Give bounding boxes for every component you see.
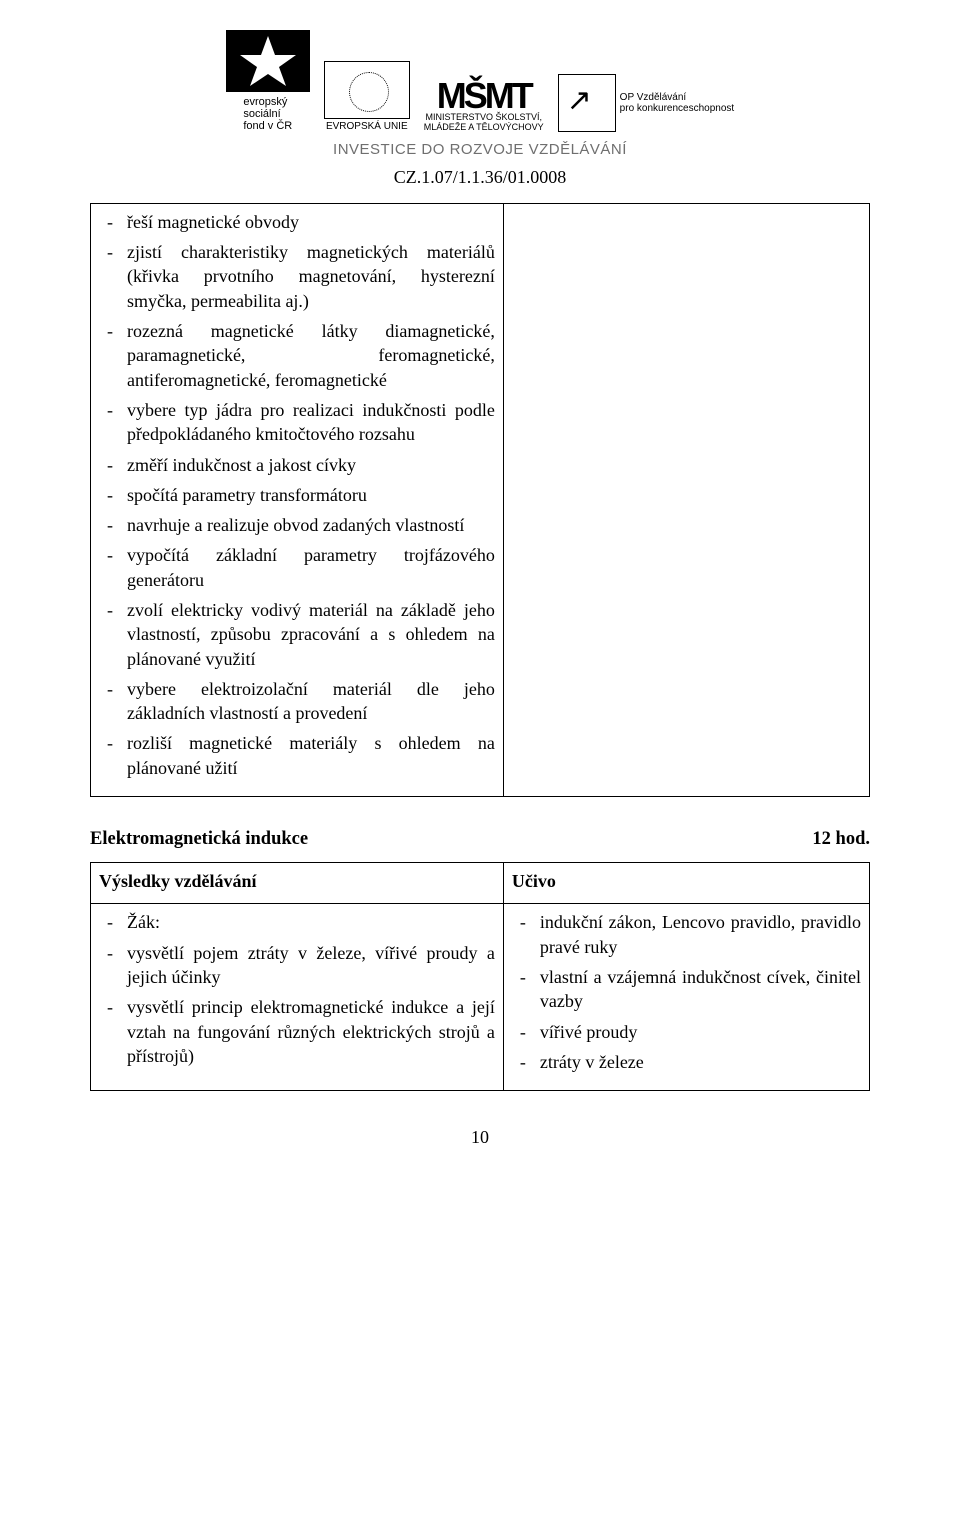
table-cell-left: Žák: vysvětlí pojem ztráty v železe, víři… [91, 904, 504, 1091]
outcomes-list-2: Žák: vysvětlí pojem ztráty v železe, víři… [99, 910, 495, 1068]
header-logos-row: * evropský sociální fond v ČR EVROPSKÁ U… [90, 30, 870, 132]
outcomes-list: řeší magnetické obvody zjistí charakteris… [99, 210, 495, 780]
esf-line3: fond v ČR [243, 120, 292, 132]
op-line1: OP Vzdělávání [620, 92, 687, 103]
svg-text:*: * [284, 42, 291, 59]
msmt-logo: MŠMT MINISTERSTVO ŠKOLSTVÍ, MLÁDEŽE A TĚ… [424, 81, 544, 132]
eu-flag-icon [324, 61, 410, 119]
section-heading-row: Elektromagnetická indukce 12 hod. [90, 827, 870, 852]
list-item: změří indukčnost a jakost cívky [99, 453, 495, 477]
document-page: * evropský sociální fond v ČR EVROPSKÁ U… [0, 0, 960, 1189]
list-item: ztráty v železe [512, 1050, 861, 1074]
list-item: vysvětlí princip elektromagnetické induk… [99, 995, 495, 1068]
list-item: vlastní a vzájemná indukčnost cívek, čin… [512, 965, 861, 1014]
op-text: OP Vzdělávání pro konkurenceschopnost [620, 92, 735, 114]
table-cell-right: indukční zákon, Lencovo pravidlo, pravid… [503, 904, 869, 1091]
esf-text: evropský sociální fond v ČR [243, 96, 292, 132]
section-title: Elektromagnetická indukce [90, 827, 308, 852]
op-logo: OP Vzdělávání pro konkurenceschopnost [558, 74, 735, 132]
list-item: vybere elektroizolační materiál dle jeho… [99, 677, 495, 726]
invest-tagline: INVESTICE DO ROZVOJE VZDĚLÁVÁNÍ [90, 140, 870, 160]
list-item: vybere typ jádra pro realizaci indukčnos… [99, 398, 495, 447]
table-cell-left: řeší magnetické obvody zjistí charakteris… [91, 203, 504, 796]
eu-logo: EVROPSKÁ UNIE [324, 61, 410, 132]
list-item: zjistí charakteristiky magnetických mate… [99, 240, 495, 313]
list-item: Žák: [99, 910, 495, 934]
page-number: 10 [90, 1125, 870, 1149]
esf-line1: evropský [243, 96, 287, 108]
eu-caption: EVROPSKÁ UNIE [326, 121, 408, 132]
list-item: vysvětlí pojem ztráty v železe, vířivé p… [99, 941, 495, 990]
table-continuation: řeší magnetické obvody zjistí charakteris… [90, 203, 870, 797]
msmt-logo-text: MŠMT [437, 81, 531, 112]
list-item: spočítá parametry transformátoru [99, 483, 495, 507]
list-item: rozezná magnetické látky diamagnetické, … [99, 319, 495, 392]
project-code: CZ.1.07/1.1.36/01.0008 [90, 165, 870, 189]
content-list-2: indukční zákon, Lencovo pravidlo, pravid… [512, 910, 861, 1074]
list-item: vypočítá základní parametry trojfázového… [99, 543, 495, 592]
list-item: zvolí elektricky vodivý materiál na zákl… [99, 598, 495, 671]
table-cell-right-empty [503, 203, 869, 796]
section-hours: 12 hod. [812, 827, 870, 852]
col-header-left: Výsledky vzdělávání [91, 863, 504, 904]
esf-line2: sociální [243, 108, 280, 120]
esf-star-icon: * [226, 30, 310, 92]
table-section2: Výsledky vzdělávání Učivo Žák: vysvětlí p… [90, 862, 870, 1091]
list-item: navrhuje a realizuje obvod zadaných vlas… [99, 513, 495, 537]
msmt-line1: MINISTERSTVO ŠKOLSTVÍ, [425, 112, 542, 122]
esf-logo: * evropský sociální fond v ČR [226, 30, 310, 132]
msmt-line2: MLÁDEŽE A TĚLOVÝCHOVY [424, 122, 544, 132]
list-item: řeší magnetické obvody [99, 210, 495, 234]
op-square-icon [558, 74, 616, 132]
col-header-right: Učivo [503, 863, 869, 904]
op-line2: pro konkurenceschopnost [620, 103, 735, 114]
list-item: vířivé proudy [512, 1020, 861, 1044]
list-item: indukční zákon, Lencovo pravidlo, pravid… [512, 910, 861, 959]
list-item: rozliší magnetické materiály s ohledem n… [99, 731, 495, 780]
